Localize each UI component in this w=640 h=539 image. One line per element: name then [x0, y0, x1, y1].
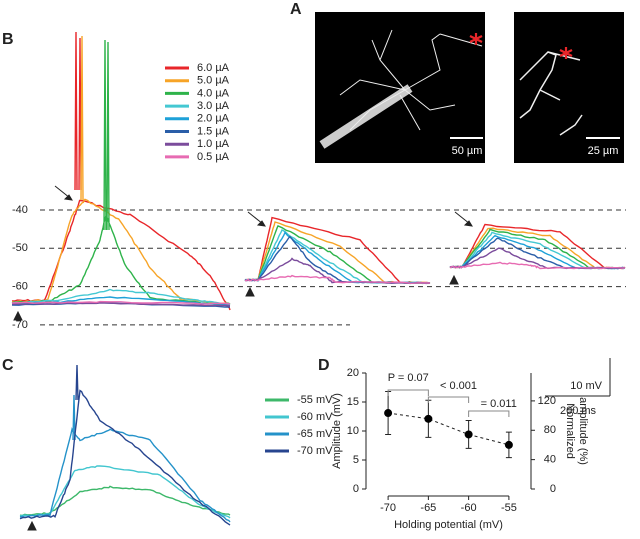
level-label: -60 [12, 281, 28, 293]
point [504, 440, 513, 449]
annotation: = 0.011 [481, 398, 517, 410]
scale-label: 50 µm [452, 145, 483, 157]
trace [449, 261, 626, 270]
legend-label: 5.0 µA [197, 75, 230, 87]
legend-label: 1.0 µA [197, 138, 230, 150]
legend-label: 0.5 µA [197, 151, 230, 163]
bracket [427, 396, 470, 403]
panel-label: A [290, 1, 302, 18]
asterisk [469, 33, 573, 59]
trend-line [388, 412, 510, 446]
y-tick-label: 10 [347, 425, 359, 437]
trace [11, 35, 231, 305]
point [424, 414, 433, 423]
trace [11, 300, 231, 305]
legend-label: 3.0 µA [197, 100, 230, 112]
legend-label: 2.0 µA [197, 113, 230, 125]
micrograph [514, 12, 624, 163]
y2-tick-label: 0 [550, 483, 556, 495]
legend-label: -70 mV [297, 445, 333, 457]
y-tick-label: 5 [353, 454, 359, 466]
y-tick-label: 20 [347, 367, 359, 379]
scale-label: 200 ms [560, 405, 597, 417]
scale-label: 25 µm [588, 145, 619, 157]
annotation: < 0.001 [440, 380, 477, 392]
y2-label: amplitude (%) [577, 397, 589, 465]
legend-label: -60 mV [297, 411, 333, 423]
neuron [319, 29, 583, 149]
level-label: -50 [12, 242, 28, 254]
bracket [468, 410, 510, 417]
panel-label: C [2, 357, 14, 374]
legend-label: -65 mV [297, 428, 333, 440]
y2-label: Normalized [564, 403, 576, 459]
bracket [387, 389, 429, 396]
x-tick-label: -70 [380, 502, 396, 514]
y-label: Amplitude (mV) [331, 393, 343, 469]
x-tick-label: -60 [461, 502, 477, 514]
x-label: Holding potential (mV) [394, 519, 503, 531]
trace [244, 274, 430, 285]
y-tick-label: 0 [353, 483, 359, 495]
trace [19, 364, 231, 526]
y2-tick-label: 80 [544, 424, 556, 436]
legend-label: 6.0 µA [197, 62, 230, 74]
trace [19, 394, 231, 523]
legend-label: 1.5 µA [197, 125, 230, 137]
legend-label: 4.0 µA [197, 87, 230, 99]
annotation: P = 0.07 [388, 372, 429, 384]
trace [245, 221, 431, 285]
panel-label: D [318, 357, 330, 374]
arrows [13, 185, 473, 531]
point [464, 430, 473, 439]
scale-label: 10 mV [570, 380, 602, 392]
legend-label: -55 mV [297, 394, 333, 406]
level-label: -40 [12, 204, 28, 216]
micrograph [315, 12, 485, 163]
trace [11, 288, 231, 305]
y2-tick-label: 120 [538, 395, 556, 407]
y-tick-label: 15 [347, 396, 359, 408]
x-tick-label: -55 [501, 502, 517, 514]
level-label: -70 [12, 319, 28, 331]
trace [244, 235, 431, 285]
x-tick-label: -65 [420, 502, 436, 514]
trace [11, 302, 231, 307]
point [384, 409, 393, 418]
y2-tick-label: 40 [544, 454, 556, 466]
panel-label: B [2, 31, 14, 48]
